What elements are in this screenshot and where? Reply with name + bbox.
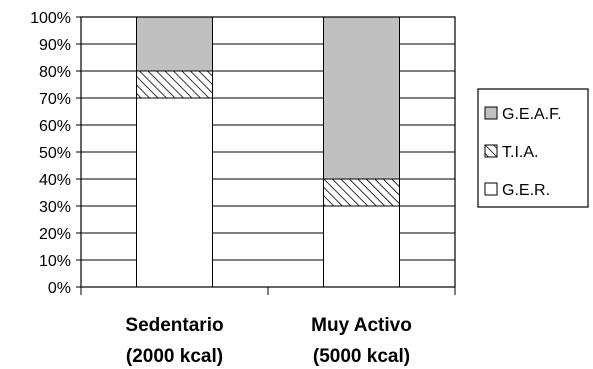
bar-segment-t-i-a: [323, 178, 400, 207]
bar-segment-g-e-r: [136, 97, 213, 288]
y-tick-label: 0%: [48, 280, 71, 297]
y-tick-label: 90%: [39, 37, 71, 54]
y-tick-label: 70%: [39, 91, 71, 108]
legend-swatch: [484, 182, 498, 196]
legend-swatch: [484, 144, 498, 158]
y-tick-label: 60%: [39, 118, 71, 135]
legend-label: G.E.A.F.: [502, 106, 562, 123]
axes: [76, 16, 456, 295]
x-category-label: (5000 kcal): [313, 346, 410, 367]
y-tick-label: 30%: [39, 199, 71, 216]
bars: [136, 16, 400, 288]
x-category-label: (2000 kcal): [126, 346, 223, 367]
bar-segment-g-e-a-f: [323, 16, 400, 180]
legend-swatch: [484, 106, 498, 120]
x-category-label: Muy Activo: [311, 315, 412, 336]
y-tick-label: 80%: [39, 64, 71, 81]
y-tick-label: 40%: [39, 172, 71, 189]
y-tick-label: 50%: [39, 145, 71, 162]
x-axis-category-labels: Sedentario (2000 kcal) Muy Activo (5000 kca…: [125, 315, 411, 367]
y-axis-tick-labels: 0% 10% 20% 30% 40% 50% 60% 70% 80% 90% 100%: [30, 10, 71, 297]
bar-segment-t-i-a: [136, 70, 213, 99]
x-category-label: Sedentario: [125, 315, 223, 336]
y-tick-label: 10%: [39, 253, 71, 270]
bar-segment-g-e-r: [323, 205, 400, 288]
y-tick-label: 20%: [39, 226, 71, 243]
bar-segment-g-e-a-f: [136, 16, 213, 72]
legend: G.E.A.F. T.I.A. G.E.R.: [477, 88, 589, 208]
legend-label: G.E.R.: [502, 182, 550, 199]
y-tick-label: 100%: [30, 10, 71, 27]
legend-label: T.I.A.: [502, 144, 538, 161]
